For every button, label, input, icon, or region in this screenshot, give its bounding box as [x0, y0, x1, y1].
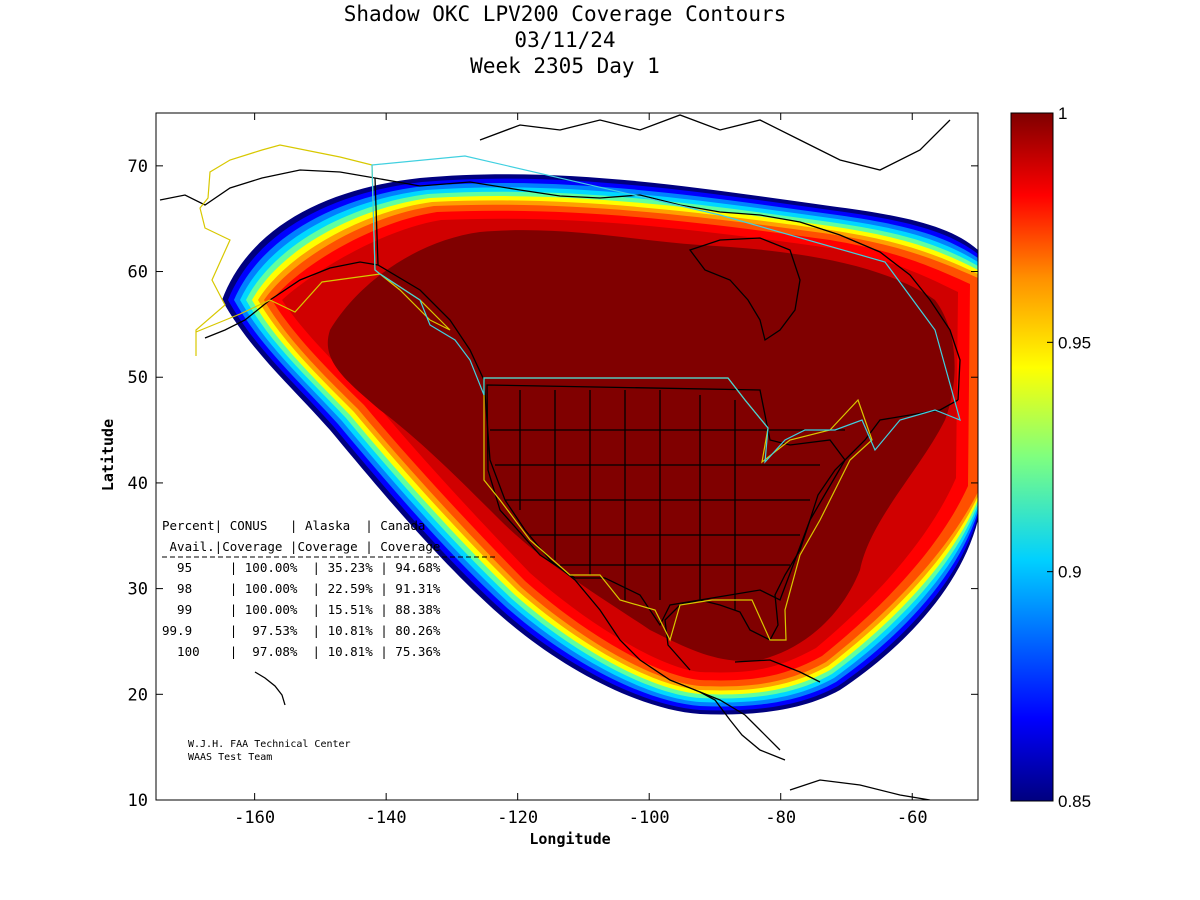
y-tick-label: 30	[128, 580, 148, 600]
table-row: 98 | 100.00% | 22.59% | 91.31%	[162, 581, 441, 596]
credit-line-1: W.J.H. FAA Technical Center	[188, 739, 351, 750]
south-america	[789, 779, 931, 800]
table-header-row-2: Avail.|Coverage |Coverage | Coverage	[162, 539, 440, 554]
x-tick-label: -140	[366, 808, 407, 828]
hudson-bay	[688, 237, 801, 342]
map-title: Shadow OKC LPV200 Coverage Contours	[343, 2, 787, 26]
north-canada-coast	[374, 177, 961, 401]
map-date: 03/11/24	[514, 28, 616, 52]
y-tick-label: 60	[128, 263, 148, 283]
x-tick-label: -80	[765, 808, 796, 828]
region-boundaries	[195, 144, 961, 642]
table-row: 99.9 | 97.53% | 10.81% | 80.26%	[162, 623, 441, 638]
table-row: 100 | 97.08% | 10.81% | 75.36%	[162, 644, 441, 659]
x-tick-label: -60	[897, 808, 928, 828]
y-tick-label: 70	[128, 157, 148, 177]
table-header-row-1: Percent| CONUS | Alaska | Canada	[162, 518, 425, 533]
x-axis-label: Longitude	[529, 830, 610, 848]
y-axis-ticks: 10 20 30 40 50 60 70	[128, 157, 978, 811]
x-tick-label: -120	[497, 808, 538, 828]
stats-table: Percent| CONUS | Alaska | Canada Avail.|…	[162, 518, 495, 659]
y-tick-label: 10	[128, 791, 148, 811]
map-week-day: Week 2305 Day 1	[470, 54, 660, 78]
colorbar-gradient	[1011, 113, 1053, 801]
y-axis-label: Latitude	[99, 419, 117, 491]
table-row: 99 | 100.00% | 15.51% | 88.38%	[162, 602, 441, 617]
us-state-grid	[490, 390, 845, 610]
alaska-coast	[159, 169, 379, 339]
colorbar-tick-label: 0.95	[1058, 333, 1091, 352]
x-axis-ticks: -160 -140 -120 -100 -80 -60	[234, 113, 928, 828]
colorbar-frame	[1010, 112, 1054, 802]
canada-boundary	[371, 155, 961, 464]
hawaii	[254, 671, 286, 706]
y-tick-label: 50	[128, 368, 148, 388]
central-america	[699, 691, 786, 761]
plot-frame	[155, 112, 979, 801]
x-tick-label: -160	[234, 808, 275, 828]
table-row: 95 | 100.00% | 35.23% | 94.68%	[162, 560, 441, 575]
colorbar-tick-label: 0.9	[1058, 563, 1082, 582]
y-tick-label: 20	[128, 685, 148, 705]
coverage-contours	[222, 174, 978, 715]
atlantic-coast	[664, 399, 959, 671]
us-state-outline	[486, 384, 846, 627]
colorbar-tick-label: 0.85	[1058, 792, 1091, 811]
colorbar-tick-label: 1	[1058, 104, 1067, 123]
coastlines	[159, 114, 961, 800]
x-tick-label: -100	[629, 808, 670, 828]
arctic-islands	[479, 114, 951, 171]
colorbar: 0.85 0.9 0.95 1	[1010, 104, 1091, 811]
cuba	[734, 659, 821, 683]
y-tick-label: 40	[128, 474, 148, 494]
credit-line-2: WAAS Test Team	[188, 752, 272, 763]
